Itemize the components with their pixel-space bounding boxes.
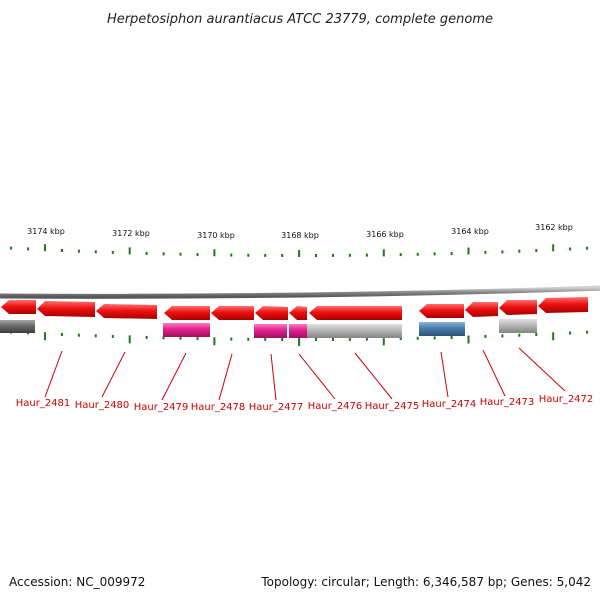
map-title: Herpetosiphon aurantiacus ATCC 23779, co… (107, 12, 493, 27)
leader-haur-2476 (298, 353, 336, 400)
function-box-grey-2 (499, 319, 537, 333)
ruler-labels: 3174 kbp 3172 kbp 3170 kbp 3168 kbp 3166… (27, 223, 573, 240)
gene-labels: Haur_2481 Haur_2480 Haur_2479 Haur_2478 … (16, 394, 594, 413)
ruler-label-3166: 3166 kbp (366, 230, 404, 239)
gene-label-leaders (44, 347, 566, 401)
gene-arrow-haur-2479 (96, 304, 157, 319)
gene-label-haur-2478: Haur_2478 (191, 402, 246, 413)
gene-label-haur-2477: Haur_2477 (249, 402, 304, 413)
gene-label-haur-2480: Haur_2480 (75, 400, 130, 411)
leader-haur-2474 (440, 351, 449, 398)
leader-haur-2478 (218, 353, 233, 401)
leader-haur-2472 (518, 347, 566, 392)
gene-arrow-haur-2480 (37, 301, 95, 317)
gene-arrow-haur-2473 (419, 304, 464, 318)
leader-haur-2475 (354, 352, 393, 400)
gene-arrow-haur-2475 (289, 306, 307, 320)
gene-arrow-next-2 (538, 297, 588, 313)
leader-haur-2479 (161, 352, 187, 401)
function-box-grey-1 (307, 324, 402, 338)
gene-label-haur-2473: Haur_2473 (480, 397, 535, 408)
ruler-label-3172: 3172 kbp (112, 229, 150, 238)
gene-label-haur-2472: Haur_2472 (539, 394, 594, 405)
leader-haur-2480 (101, 351, 126, 398)
function-box-blue (419, 322, 465, 336)
function-box-magenta-2 (254, 324, 287, 338)
gene-label-haur-2475: Haur_2475 (365, 401, 420, 412)
gene-label-haur-2476: Haur_2476 (308, 401, 363, 412)
gene-label-haur-2474: Haur_2474 (422, 399, 477, 410)
gene-arrow-haur-2472 (465, 302, 498, 317)
ruler-label-3168: 3168 kbp (281, 231, 319, 240)
genome-backbone (0, 285, 600, 299)
accession-label: Accession: NC_009972 (9, 575, 145, 589)
gene-label-haur-2481: Haur_2481 (16, 398, 71, 409)
gene-arrow-next-1 (499, 300, 537, 315)
gene-label-haur-2479: Haur_2479 (134, 402, 189, 413)
gene-arrow-haur-2477 (211, 306, 254, 320)
function-track (0, 319, 537, 338)
genome-stats-label: Topology: circular; Length: 6,346,587 bp… (260, 575, 591, 589)
gene-arrow-haur-2474 (309, 306, 402, 320)
function-box-magenta-3 (289, 324, 307, 338)
gene-arrow-haur-2476 (255, 306, 288, 320)
leader-haur-2473 (482, 349, 506, 397)
gene-arrow-haur-2481 (1, 300, 36, 314)
function-box-dark (0, 320, 35, 333)
cds-track (1, 297, 588, 320)
ruler-label-3164: 3164 kbp (451, 227, 489, 236)
ruler-label-3170: 3170 kbp (197, 231, 235, 240)
ruler-ticks (10, 244, 589, 346)
leader-haur-2477 (270, 353, 277, 401)
ruler-label-3162: 3162 kbp (535, 223, 573, 232)
ruler-label-3174: 3174 kbp (27, 227, 65, 236)
leader-haur-2481 (44, 350, 63, 398)
gene-arrow-haur-2478 (164, 306, 210, 320)
function-box-magenta-1 (163, 323, 210, 337)
